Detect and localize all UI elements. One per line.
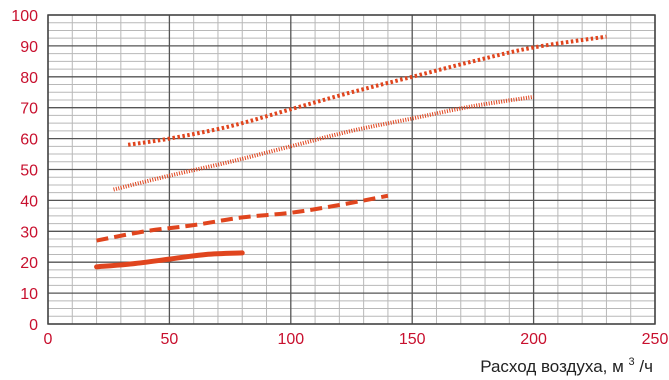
grid: [47, 14, 656, 325]
x-tick-label: 0: [44, 331, 53, 348]
x-axis-title: Расход воздуха, м 3 /ч: [480, 350, 653, 376]
x-axis-title-tail: /ч: [639, 357, 653, 376]
plot-border: [47, 14, 656, 325]
y-tick-label: 80: [20, 70, 38, 87]
y-tick-label: 40: [20, 193, 38, 210]
y-tick-label: 100: [11, 8, 38, 25]
plot-frame: [47, 14, 656, 325]
y-tick-label: 70: [20, 101, 38, 118]
y-tick-label: 90: [20, 39, 38, 56]
x-tick-label: 100: [277, 331, 304, 348]
series-line-1-solid-thick: [94, 250, 245, 270]
y-tick-label: 50: [20, 163, 38, 180]
x-tick-label: 250: [642, 331, 669, 348]
y-tick-label: 10: [20, 286, 38, 303]
x-tick-label: 200: [520, 331, 547, 348]
y-tick-label: 20: [20, 255, 38, 272]
series-group: [94, 34, 607, 270]
y-tick-label: 60: [20, 132, 38, 149]
y-tick-label: 30: [20, 224, 38, 241]
series-line-3-fine-hatched: [113, 94, 534, 192]
x-axis-title-superscript: 3: [629, 356, 635, 368]
y-tick-labels: 0 10 20 30 40 50 60 70 80 90 100: [11, 8, 38, 334]
x-tick-label: 150: [399, 331, 426, 348]
series-line-4-dotted: [127, 34, 607, 147]
x-tick-labels: 0 50 100 150 200 250: [44, 331, 669, 348]
series-line-2-dashed: [96, 193, 389, 243]
x-tick-label: 50: [161, 331, 179, 348]
y-tick-label: 0: [29, 317, 38, 334]
x-axis-title-main: Расход воздуха, м: [480, 357, 624, 376]
